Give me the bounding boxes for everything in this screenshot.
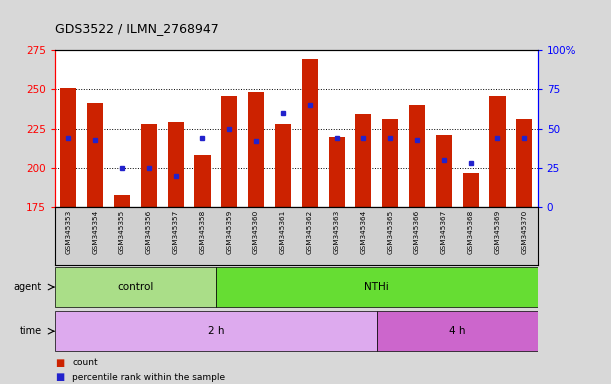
Text: 4 h: 4 h [449, 326, 466, 336]
Bar [55, 267, 216, 307]
Bar [55, 311, 377, 351]
Bar [516, 119, 532, 207]
Bar [167, 122, 184, 207]
Text: ■: ■ [55, 372, 64, 382]
Text: NTHi: NTHi [364, 282, 389, 292]
Text: GSM345354: GSM345354 [92, 210, 98, 255]
Text: GSM345358: GSM345358 [199, 210, 205, 255]
Bar [463, 173, 478, 207]
Text: GSM345360: GSM345360 [253, 210, 259, 255]
Bar [141, 124, 157, 207]
Text: GSM345366: GSM345366 [414, 210, 420, 255]
Text: ■: ■ [55, 358, 64, 368]
Bar [489, 96, 505, 207]
Text: GSM345363: GSM345363 [334, 210, 340, 255]
Bar [329, 137, 345, 207]
Text: GSM345355: GSM345355 [119, 210, 125, 255]
Text: GSM345357: GSM345357 [173, 210, 178, 255]
Bar [409, 105, 425, 207]
Text: GSM345362: GSM345362 [307, 210, 313, 255]
Bar [216, 267, 538, 307]
Text: time: time [20, 326, 42, 336]
Text: GSM345364: GSM345364 [360, 210, 367, 255]
Text: GDS3522 / ILMN_2768947: GDS3522 / ILMN_2768947 [55, 22, 219, 35]
Bar [114, 195, 130, 207]
Text: count: count [72, 358, 98, 367]
Bar [356, 114, 371, 207]
Text: control: control [117, 282, 153, 292]
Bar [436, 135, 452, 207]
Bar [377, 311, 538, 351]
Text: GSM345365: GSM345365 [387, 210, 393, 255]
Text: GSM345368: GSM345368 [467, 210, 474, 255]
Text: GSM345369: GSM345369 [494, 210, 500, 255]
Text: GSM345370: GSM345370 [521, 210, 527, 255]
Text: agent: agent [13, 282, 42, 292]
Text: GSM345353: GSM345353 [65, 210, 71, 255]
Bar [275, 124, 291, 207]
Text: GSM345356: GSM345356 [146, 210, 152, 255]
Text: GSM345367: GSM345367 [441, 210, 447, 255]
Bar [302, 60, 318, 207]
Bar [87, 103, 103, 207]
Text: percentile rank within the sample: percentile rank within the sample [72, 373, 225, 382]
Text: GSM345361: GSM345361 [280, 210, 286, 255]
Bar [60, 88, 76, 207]
Bar [248, 93, 264, 207]
Bar [194, 156, 211, 207]
Bar [221, 96, 237, 207]
Bar [382, 119, 398, 207]
Text: GSM345359: GSM345359 [226, 210, 232, 255]
Text: 2 h: 2 h [208, 326, 224, 336]
